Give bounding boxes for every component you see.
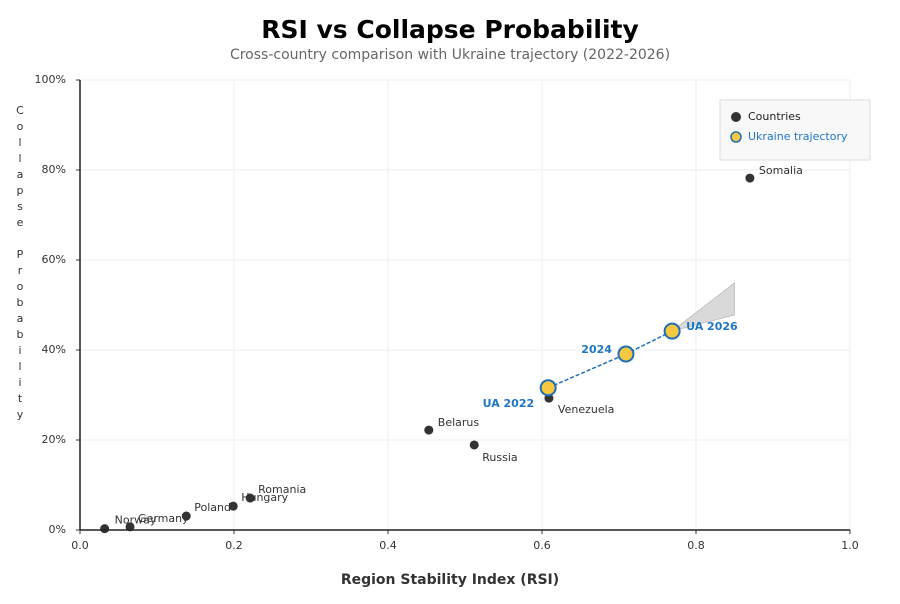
x-tick-label: 0.2 [225,539,243,552]
ukraine-point [663,322,681,340]
y-tick-label: 0% [49,523,66,536]
country-label: Russia [482,451,517,464]
ukraine-label: 2024 [581,343,612,356]
trajectory-line [547,330,673,389]
chart-subtitle: Cross-country comparison with Ukraine tr… [230,47,670,63]
country-point [181,511,191,521]
chart-title: RSI vs Collapse Probability [261,15,639,44]
y-tick-label: 60% [42,253,66,266]
country-label: Belarus [438,416,480,429]
y-tick-label: 100% [35,73,66,86]
legend-marker [731,112,741,122]
x-tick-label: 1.0 [841,539,859,552]
y-tick-label: 40% [42,343,66,356]
y-axis-label: Collapse Probability [14,104,27,424]
ukraine-label: UA 2022 [483,397,535,410]
country-label: Poland [194,501,231,514]
plot-area: NorwayGermanyPolandHungaryRomaniaBelarus… [100,164,803,534]
country-label: Venezuela [558,403,615,416]
x-axis-label: Region Stability Index (RSI) [341,572,559,588]
legend-box [719,99,871,161]
x-tick-label: 0.0 [71,539,89,552]
legend-label: Ukraine trajectory [748,130,848,143]
country-label: Romania [258,483,306,496]
country-point [125,522,135,532]
country-label: Norway [115,514,157,527]
legend-label: Countries [748,110,801,123]
x-tick-label: 0.8 [687,539,705,552]
country-label: Germany [138,512,189,525]
country-label: Somalia [759,164,803,177]
ukraine-label: UA 2026 [686,320,738,333]
x-tick-label: 0.4 [379,539,397,552]
y-tick-label: 20% [42,433,66,446]
y-tick-label: 80% [42,163,66,176]
ukraine-point [617,345,635,363]
legend-marker [730,131,742,143]
projection-cone [671,282,735,332]
country-point [469,440,479,450]
country-point [100,524,110,534]
country-point [228,501,238,511]
country-point [424,425,434,435]
ukraine-point [539,379,557,397]
x-tick-label: 0.6 [533,539,551,552]
country-point [245,493,255,503]
country-point [745,173,755,183]
